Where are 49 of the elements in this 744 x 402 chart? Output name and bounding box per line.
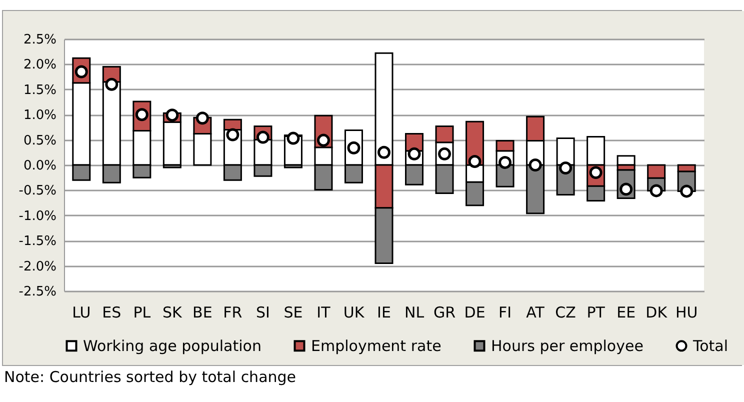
x-tick-label: GR — [433, 304, 456, 322]
y-tick-label: -2.5% — [18, 284, 56, 300]
x-tick-label: IE — [377, 304, 391, 322]
legend-label: Employment rate — [311, 336, 442, 355]
legend-label: Total — [692, 336, 728, 355]
y-tick-label: -2.0% — [18, 259, 56, 274]
x-tick-label: EE — [616, 304, 636, 322]
x-tick-label: DK — [646, 304, 668, 322]
text: Note: Countries sorted by total change — [4, 368, 298, 386]
point — [316, 134, 330, 147]
point — [226, 128, 240, 142]
x-tick-label: BE — [192, 304, 212, 322]
y-tick-label: 2.0% — [23, 58, 56, 73]
x-tick-label: HU — [675, 304, 698, 322]
point — [196, 112, 209, 125]
x-tick-label: SE — [284, 304, 303, 322]
x-tick-label: UK — [343, 304, 366, 322]
y-tick-label: 0.0% — [23, 158, 56, 174]
x-tick-label: SI — [256, 304, 270, 322]
y-tick-label: 1.5% — [23, 82, 56, 98]
x-tick-label: DE — [464, 304, 486, 322]
legend-label: Hours per employee — [491, 336, 644, 355]
point — [105, 78, 118, 91]
point — [166, 108, 179, 122]
point — [559, 162, 572, 175]
y-tick-label: 1.0% — [23, 108, 56, 124]
x-tick-label: AT — [526, 304, 546, 322]
x-tick-label: FR — [223, 304, 242, 322]
x-tick-label: PT — [586, 304, 606, 322]
point — [468, 154, 482, 168]
x-tick-label: NL — [404, 304, 425, 322]
x-tick-label: LU — [72, 304, 91, 322]
x-tick-label: SK — [162, 304, 184, 322]
x-tick-label: PL — [133, 304, 152, 322]
x-tick-label: CZ — [555, 304, 576, 322]
point — [378, 146, 390, 159]
legend-label: Working age population — [83, 336, 262, 355]
y-tick-label: 2.5% — [23, 32, 56, 48]
y-tick-label: 0.5% — [23, 133, 56, 148]
y-tick-label: -0.5% — [18, 184, 56, 199]
x-tick-label: IT — [316, 304, 332, 322]
y-tick-label: -1.5% — [18, 234, 56, 250]
point — [528, 158, 542, 172]
point — [286, 132, 300, 145]
bar — [616, 155, 636, 166]
x-tick-label: FI — [498, 304, 512, 322]
y-tick-label: -1.0% — [18, 208, 56, 224]
x-tick-label: ES — [102, 304, 122, 322]
point — [680, 184, 694, 198]
